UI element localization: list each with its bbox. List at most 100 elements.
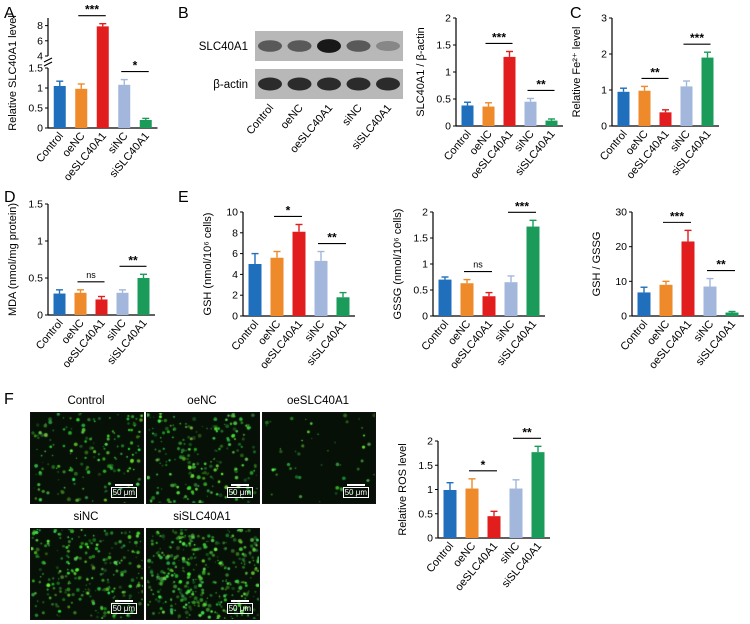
micrograph-siSLC40A1: 50 μm xyxy=(146,528,260,620)
micrograph-Control: 50 μm xyxy=(30,412,144,504)
fluorescence-image xyxy=(147,413,259,503)
y-axis-label: MDA (nmol/mg protein) xyxy=(7,203,19,316)
panel-letter-C: C xyxy=(570,5,582,22)
scale-bar-line xyxy=(114,600,133,602)
scale-bar: 50 μm xyxy=(110,484,137,498)
scale-bar-label: 50 μm xyxy=(226,487,253,498)
y-tick-label: 6 xyxy=(232,248,238,260)
blot-band xyxy=(376,40,400,52)
y-axis-label: Relative ROS level xyxy=(397,443,409,535)
y-tick-label: 2 xyxy=(232,290,238,302)
bar-oeNC xyxy=(270,257,284,316)
bar-siSLC40A1 xyxy=(545,120,558,126)
bar-oeNC xyxy=(638,90,651,126)
y-tick-label: 0.5 xyxy=(418,508,433,520)
y-tick-label: 2 xyxy=(601,49,607,61)
significance-label: ** xyxy=(327,231,337,245)
y-axis-label: GSSG (nmol/10⁶ cells) xyxy=(392,209,404,320)
bar-siNC xyxy=(703,286,717,316)
x-tick-label: Control xyxy=(229,318,261,353)
y-tick-label: 1 xyxy=(445,67,451,79)
y-tick-label: 1 xyxy=(601,85,607,97)
scale-bar-label: 50 μm xyxy=(110,487,137,498)
x-tick-label: Control xyxy=(598,128,630,163)
scale-bar: 50 μm xyxy=(110,600,137,614)
blot-lane-label: siNC xyxy=(340,102,365,128)
bar-oeNC xyxy=(74,292,87,315)
bar-oeNC xyxy=(460,283,474,316)
y-tick-label: 0.5 xyxy=(28,103,43,115)
y-tick-label: 0 xyxy=(621,311,627,323)
significance-label: * xyxy=(133,59,138,73)
axis-break-mark xyxy=(43,57,53,63)
bar-Control xyxy=(53,86,66,128)
micrograph-title: siSLC40A1 xyxy=(173,511,231,523)
y-tick-label: 3 xyxy=(601,13,607,25)
blot-band xyxy=(287,77,312,91)
blot-band xyxy=(376,77,400,91)
bar-Control xyxy=(617,91,630,126)
bar-oeSLC40A1 xyxy=(482,296,496,316)
significance-label: *** xyxy=(85,3,99,17)
y-tick-label: 1.5 xyxy=(436,40,451,52)
x-tick-label: Control xyxy=(419,318,451,353)
blot-lane-label: Control xyxy=(244,102,276,137)
significance-label: ** xyxy=(536,77,546,91)
x-tick-label: Control xyxy=(34,317,66,352)
y-tick-label: 0 xyxy=(427,533,433,545)
significance-label: * xyxy=(481,458,486,472)
y-axis-label: Relative Fe²⁺ level xyxy=(571,27,583,118)
micrograph-title: Control xyxy=(67,395,105,407)
panel-letter-B: B xyxy=(178,5,189,22)
y-tick-label: 1 xyxy=(422,259,428,271)
significance-label: ** xyxy=(522,425,532,439)
y-tick-label: 1 xyxy=(37,83,43,95)
y-tick-label: 0 xyxy=(232,311,238,323)
y-tick-label: 2 xyxy=(427,436,433,448)
bar-siSLC40A1 xyxy=(336,297,350,316)
fluorescence-image xyxy=(31,413,143,503)
blot-label-1: β-actin xyxy=(213,79,248,91)
panel-letter-D: D xyxy=(4,189,16,206)
x-tick-label: Control xyxy=(442,128,474,163)
fluorescence-image xyxy=(263,413,375,503)
bar-oeNC xyxy=(75,88,88,128)
blot-band xyxy=(258,77,282,91)
bar-oeSLC40A1 xyxy=(659,112,672,126)
axis-break-mark xyxy=(43,61,53,67)
y-axis-label: Relative SLC40A1 level xyxy=(7,15,19,131)
significance-label: ** xyxy=(716,258,726,272)
blot-band xyxy=(317,39,341,53)
y-axis-label: GSH (nmol/10⁶ cells) xyxy=(202,213,214,316)
panel-letter-E: E xyxy=(178,189,189,206)
scale-bar-label: 50 μm xyxy=(342,487,369,498)
y-tick-label: 0.5 xyxy=(413,285,428,297)
bar-siSLC40A1 xyxy=(531,452,545,538)
bar-siNC xyxy=(680,86,693,126)
bar-oeSLC40A1 xyxy=(681,241,695,316)
bar-siSLC40A1 xyxy=(137,278,150,315)
bar-Control xyxy=(248,264,262,316)
bar-siNC xyxy=(118,84,131,128)
bar-oeNC xyxy=(482,106,495,126)
y-tick-label: 0 xyxy=(37,310,43,322)
bar-oeSLC40A1 xyxy=(95,299,108,315)
y-tick-label: 0 xyxy=(601,121,607,133)
y-tick-label: 8 xyxy=(37,20,43,32)
blot-label-0: SLC40A1 xyxy=(199,41,248,53)
significance-label: ns xyxy=(86,270,96,280)
y-tick-label: 1.5 xyxy=(418,460,433,472)
bar-siSLC40A1 xyxy=(526,226,540,316)
bar-siNC xyxy=(314,260,328,316)
micrograph-oeSLC40A1: 50 μm xyxy=(262,412,376,504)
y-tick-label: 20 xyxy=(615,241,627,253)
y-tick-label: 30 xyxy=(615,207,627,219)
y-tick-label: 2 xyxy=(422,207,428,219)
bar-siNC xyxy=(116,292,129,315)
